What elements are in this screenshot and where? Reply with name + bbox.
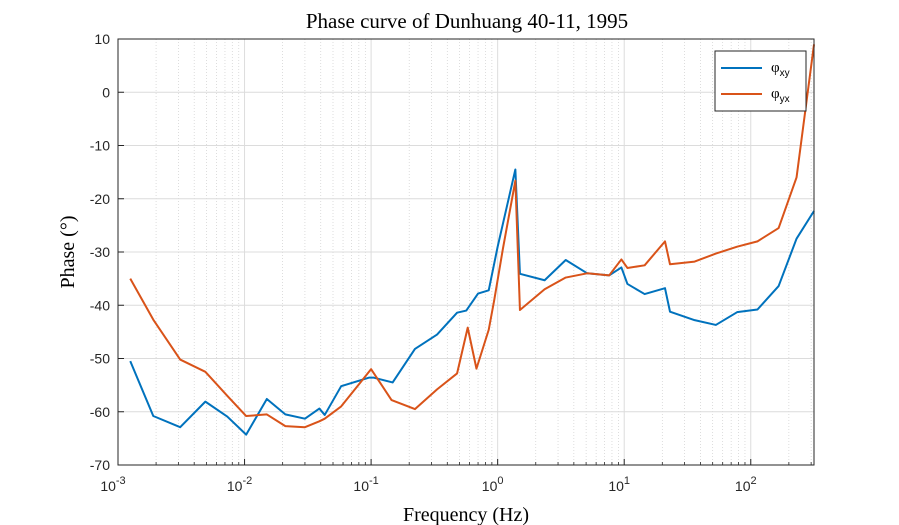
x-tick-label-base: 10 [227,478,243,494]
chart-title: Phase curve of Dunhuang 40-11, 1995 [306,9,628,33]
x-tick-label-base: 10 [353,478,369,494]
x-tick-label: 101 [608,475,630,494]
x-tick-label: 10-2 [227,475,252,494]
x-tick-label-base: 10 [482,478,498,494]
y-tick-label: -20 [90,191,110,207]
x-tick-label: 10-1 [353,475,378,494]
x-tick-label: 10-3 [100,475,125,494]
y-tick-label: -10 [90,138,110,154]
y-tick-label: -50 [90,351,110,367]
x-tick-label: 102 [735,475,757,494]
series-line-yx [129,44,815,429]
ticks: 10-3 10-2 10-1 100 101 102100-10-20-30-40-50-… [90,31,812,494]
y-tick-label: 0 [102,84,110,100]
legend-label-phi-yx: φyx [771,86,790,105]
y-tick-label: -70 [90,457,110,473]
legend-symbol-phi-yx: φ [771,86,780,102]
series-line-xy [129,168,815,436]
legend-subscript-phi-yx: yx [780,94,790,105]
x-tick-label-base: 10 [100,478,116,494]
y-tick-label: -40 [90,297,110,313]
x-tick-label-exponent: -1 [369,475,379,487]
series-lines [129,44,815,436]
y-tick-label: -30 [90,244,110,260]
x-tick-label-exponent: -2 [242,475,252,487]
legend-label-phi-xy: φxy [771,60,790,79]
x-tick-label-base: 10 [735,478,751,494]
y-tick-label: 10 [94,31,110,47]
legend-subscript-phi-xy: xy [780,68,790,79]
grid [117,38,814,466]
legend-symbol-phi-xy: φ [771,60,780,76]
legend: φxy φyx [714,50,807,112]
x-tick-label: 100 [482,475,504,494]
x-tick-label-exponent: 1 [624,475,630,487]
x-tick-label-exponent: 2 [750,475,756,487]
y-axis-label: Phase (°) [57,216,79,289]
x-tick-label-exponent: 0 [497,475,503,487]
x-tick-label-base: 10 [608,478,624,494]
legend-box [714,50,807,112]
y-tick-label: -60 [90,404,110,420]
x-tick-label-exponent: -3 [116,475,126,487]
x-axis-label: Frequency (Hz) [403,504,529,525]
